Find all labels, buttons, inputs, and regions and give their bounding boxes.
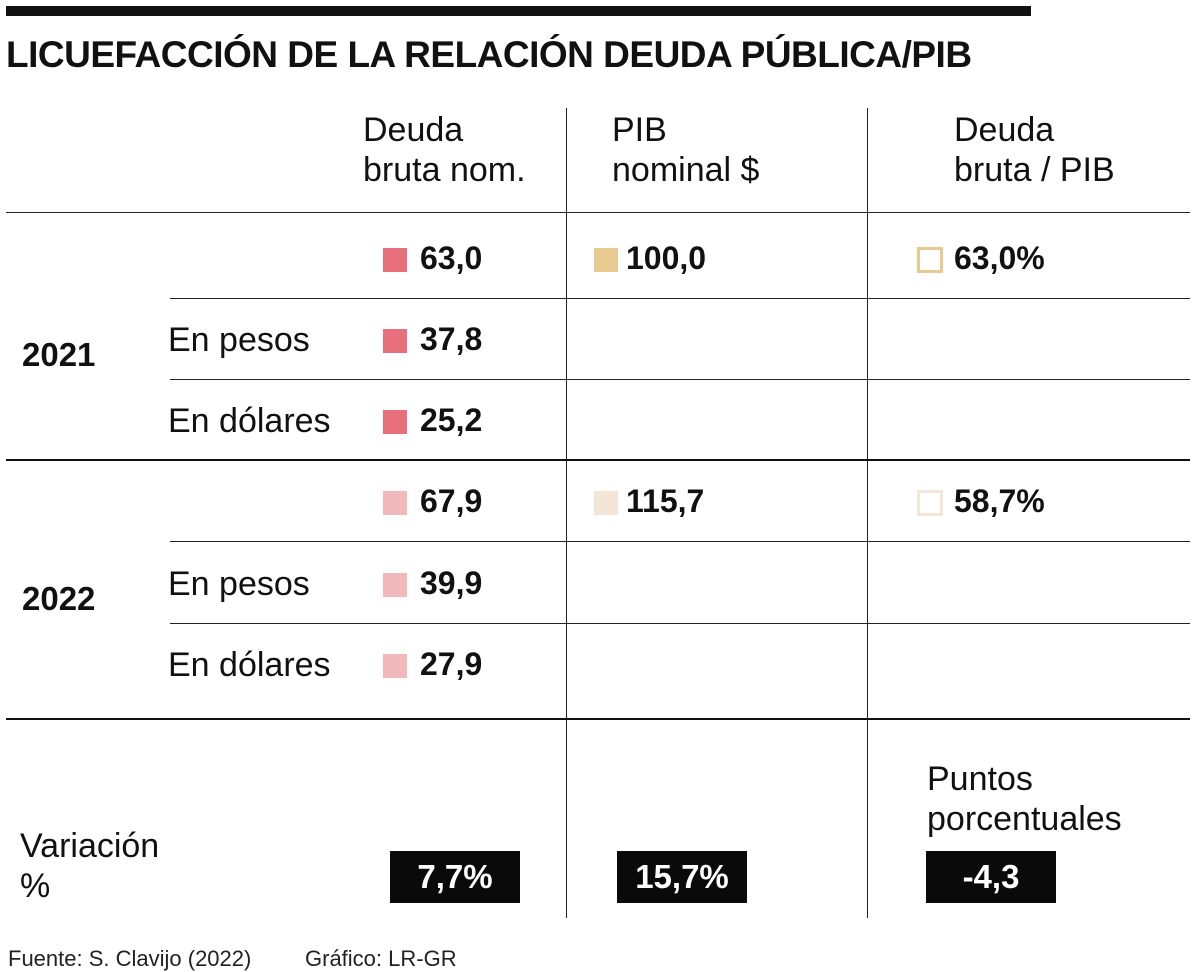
pib-2022: 115,7 (626, 483, 705, 519)
ratio-2022-swatch (917, 490, 943, 516)
column-header-deuda: Deuda bruta nom. (363, 111, 526, 189)
deuda-2021-swatch (383, 410, 407, 434)
row-rule (170, 379, 1190, 380)
deuda-dolares-2021: 25,2 (420, 402, 483, 438)
year-rule (6, 459, 1190, 461)
pib-2021: 100,0 (626, 240, 707, 276)
variation-pib-badge: 15,7% (617, 851, 747, 903)
deuda-total-2022: 67,9 (420, 483, 483, 519)
row-rule (170, 541, 1190, 542)
row-rule (170, 623, 1190, 624)
deuda-dolares-2022: 27,9 (420, 646, 483, 682)
pib-2021-swatch (594, 248, 618, 272)
deuda-2021-swatch (383, 248, 407, 272)
title-rule (6, 6, 1031, 16)
row-rule (170, 298, 1190, 299)
row-label-dolares-2021: En dólares (168, 402, 331, 440)
ratio-2021-swatch (917, 247, 943, 273)
ratio-2021: 63,0% (954, 240, 1045, 276)
deuda-pesos-2022: 39,9 (420, 565, 483, 601)
variation-label: Variación % (20, 827, 160, 905)
chart-title: LICUEFACCIÓN DE LA RELACIÓN DEUDA PÚBLIC… (6, 34, 972, 75)
row-label-dolares-2022: En dólares (168, 646, 331, 684)
deuda-2022-swatch (383, 654, 407, 678)
ratio-2022: 58,7% (954, 483, 1045, 519)
variation-ratio-badge: -4,3 (926, 851, 1056, 903)
row-label-pesos-2021: En pesos (168, 321, 310, 359)
header-rule (6, 212, 1190, 213)
variation-deuda-badge: 7,7% (390, 851, 520, 903)
year-label-2021: 2021 (22, 336, 96, 373)
pib-2022-swatch (594, 491, 618, 515)
column-divider-1 (566, 108, 567, 918)
ratio-units-note: Puntos porcentuales (927, 760, 1122, 838)
column-header-pib: PIB nominal $ (612, 111, 760, 189)
deuda-total-2021: 63,0 (420, 240, 483, 276)
deuda-pesos-2021: 37,8 (420, 321, 483, 357)
table-bottom-rule (6, 718, 1190, 720)
footer-source: Fuente: S. Clavijo (2022) (8, 946, 252, 971)
deuda-2022-swatch (383, 491, 407, 515)
deuda-2021-swatch (383, 329, 407, 353)
row-label-pesos-2022: En pesos (168, 565, 310, 603)
footer-graphic-credit: Gráfico: LR-GR (305, 946, 457, 971)
column-header-ratio: Deuda bruta / PIB (954, 111, 1115, 189)
deuda-2022-swatch (383, 573, 407, 597)
column-divider-2 (867, 108, 868, 918)
year-label-2022: 2022 (22, 580, 96, 617)
